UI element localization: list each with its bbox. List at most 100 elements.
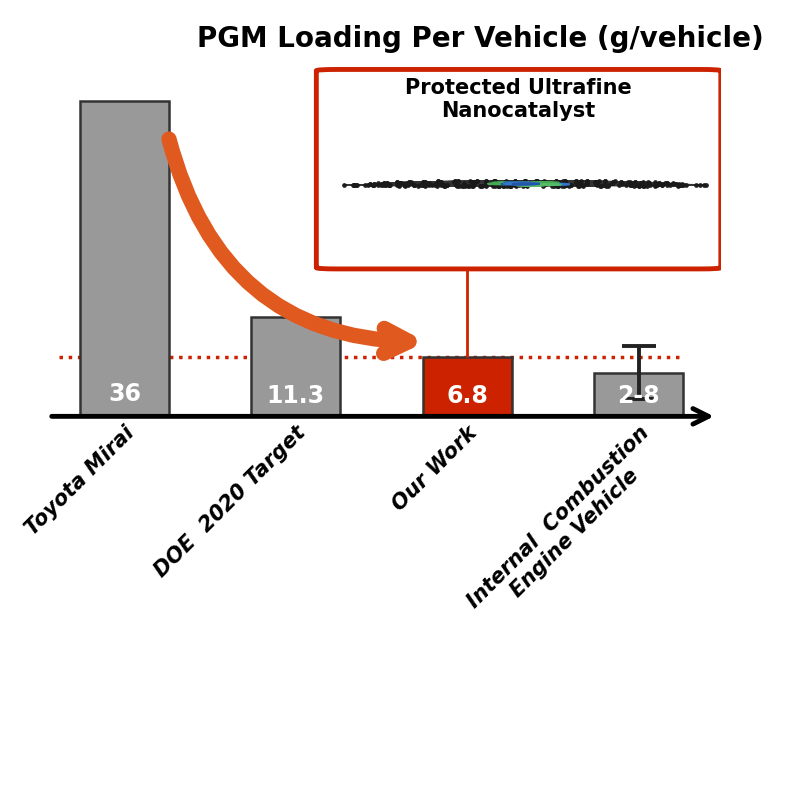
- Bar: [80, 101, 169, 416]
- Point: [546, 179, 558, 192]
- Circle shape: [509, 183, 536, 185]
- Point: [474, 179, 486, 192]
- Point: [623, 177, 636, 190]
- Point: [666, 177, 679, 190]
- Point: [658, 177, 671, 190]
- Point: [530, 175, 542, 188]
- Point: [463, 174, 476, 187]
- Point: [392, 179, 405, 192]
- Point: [666, 177, 679, 190]
- Point: [676, 178, 689, 191]
- Point: [500, 174, 513, 187]
- Point: [348, 179, 361, 192]
- Point: [509, 177, 522, 190]
- Point: [574, 179, 586, 192]
- Point: [633, 179, 646, 192]
- Point: [368, 178, 381, 191]
- Point: [615, 177, 628, 190]
- Point: [674, 178, 686, 191]
- Point: [350, 178, 362, 191]
- Circle shape: [542, 183, 569, 185]
- Circle shape: [504, 181, 531, 183]
- Point: [394, 177, 406, 190]
- Point: [466, 179, 479, 192]
- Point: [488, 177, 501, 190]
- Point: [390, 179, 403, 192]
- Point: [634, 177, 647, 190]
- Text: 36: 36: [108, 382, 141, 406]
- Point: [468, 177, 481, 190]
- Point: [570, 177, 583, 190]
- Circle shape: [496, 182, 524, 184]
- Point: [486, 176, 499, 189]
- Point: [503, 180, 516, 193]
- Point: [675, 178, 688, 191]
- Point: [536, 179, 549, 192]
- Point: [466, 178, 479, 191]
- Point: [666, 177, 679, 190]
- Point: [564, 179, 577, 192]
- Point: [400, 177, 413, 190]
- Point: [577, 180, 590, 193]
- Point: [383, 178, 396, 191]
- Point: [491, 179, 504, 192]
- Point: [378, 177, 390, 190]
- Point: [450, 177, 462, 190]
- Point: [450, 177, 462, 190]
- Point: [407, 178, 420, 191]
- Point: [432, 175, 445, 188]
- Text: Internal  Combustion
Engine Vehicle: Internal Combustion Engine Vehicle: [463, 423, 669, 629]
- Point: [575, 174, 588, 187]
- Point: [382, 178, 395, 191]
- Circle shape: [508, 182, 535, 184]
- Point: [624, 179, 637, 192]
- Point: [598, 178, 610, 191]
- Point: [643, 177, 656, 190]
- Point: [530, 177, 542, 190]
- Circle shape: [512, 183, 539, 185]
- Point: [623, 177, 636, 190]
- Point: [558, 174, 571, 187]
- Point: [372, 177, 385, 190]
- Point: [614, 175, 627, 188]
- Point: [614, 175, 627, 188]
- Point: [530, 175, 542, 188]
- Bar: [422, 357, 512, 416]
- Point: [590, 177, 602, 190]
- Point: [491, 179, 504, 192]
- Point: [466, 179, 478, 192]
- Point: [626, 178, 638, 191]
- Point: [381, 177, 394, 190]
- Point: [486, 176, 499, 189]
- Point: [613, 178, 626, 191]
- Point: [487, 175, 500, 188]
- Point: [650, 178, 662, 191]
- Point: [653, 177, 666, 190]
- Circle shape: [542, 184, 570, 185]
- Point: [456, 180, 469, 193]
- Point: [448, 176, 461, 189]
- Point: [551, 178, 564, 191]
- Point: [670, 178, 682, 191]
- Point: [497, 180, 510, 193]
- Point: [606, 177, 619, 190]
- Point: [508, 178, 521, 191]
- Point: [426, 179, 438, 192]
- Point: [619, 178, 632, 191]
- Circle shape: [534, 184, 562, 185]
- Point: [439, 179, 452, 192]
- Point: [508, 176, 521, 189]
- Point: [572, 179, 585, 192]
- Point: [509, 175, 522, 188]
- Point: [679, 178, 692, 191]
- Point: [636, 178, 649, 191]
- Point: [364, 178, 377, 191]
- Point: [572, 176, 585, 189]
- Point: [602, 179, 614, 192]
- Point: [375, 178, 388, 191]
- Point: [480, 179, 493, 192]
- Point: [606, 177, 619, 190]
- Circle shape: [532, 181, 559, 184]
- Point: [350, 179, 363, 192]
- Point: [516, 179, 529, 192]
